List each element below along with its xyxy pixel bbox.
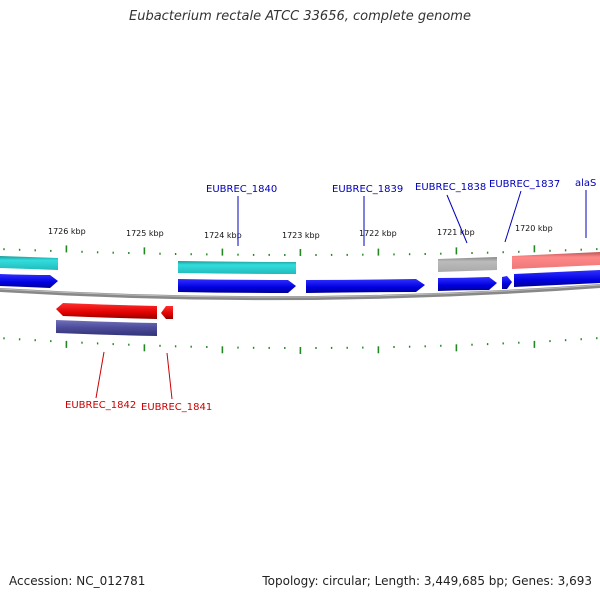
- cds-forward-1838[interactable]: [438, 277, 497, 291]
- cds-forward-1840[interactable]: [178, 279, 296, 293]
- lower-tick-row: [3, 337, 598, 354]
- cog-track-forward: [0, 252, 600, 274]
- cog-feature-pink-alaS[interactable]: [512, 252, 600, 269]
- cog-track-reverse: [56, 320, 157, 336]
- gene-label-1840[interactable]: EUBREC_1840: [206, 184, 277, 195]
- cog-feature-gray-1838[interactable]: [438, 257, 497, 272]
- cds-track-reverse: [56, 303, 173, 319]
- ruler-label-1725: 1725 kbp: [126, 229, 164, 238]
- leader-line-1837: [504, 190, 522, 243]
- forward-gene-labels: EUBREC_1840 EUBREC_1839 EUBREC_1838 EUBR…: [206, 178, 596, 246]
- leader-line-1842: [95, 351, 105, 399]
- cds-reverse-1842[interactable]: [56, 303, 157, 319]
- reverse-gene-labels: EUBREC_1842 EUBREC_1841: [65, 351, 212, 413]
- upper-tick-row: [3, 245, 598, 256]
- cds-forward-alaS[interactable]: [514, 270, 600, 287]
- map-title: Eubacterium rectale ATCC 33656, complete…: [129, 9, 471, 24]
- ruler-labels: 1726 kbp 1725 kbp 1724 kbp 1723 kbp 1722…: [48, 224, 553, 240]
- ruler-label-1720: 1720 kbp: [515, 224, 553, 233]
- gene-label-1841[interactable]: EUBREC_1841: [141, 402, 212, 413]
- cds-forward-1837[interactable]: [502, 276, 512, 289]
- ruler-label-1726: 1726 kbp: [48, 227, 86, 236]
- gene-label-alaS[interactable]: alaS: [575, 178, 596, 189]
- gene-label-1839[interactable]: EUBREC_1839: [332, 184, 403, 195]
- genome-backbone-highlight: [0, 284, 600, 298]
- genome-backbone: [0, 284, 600, 301]
- genome-stats-label: Topology: circular; Length: 3,449,685 bp…: [262, 574, 592, 588]
- cds-track-forward: [0, 270, 600, 293]
- ruler-label-1723: 1723 kbp: [282, 231, 320, 240]
- cds-forward-left[interactable]: [0, 274, 58, 288]
- leader-line-1841: [166, 352, 173, 400]
- ruler-label-1721: 1721 kbp: [437, 228, 475, 237]
- ruler-label-1722: 1722 kbp: [359, 229, 397, 238]
- leader-line-1838: [446, 194, 468, 244]
- gene-label-1837[interactable]: EUBREC_1837: [489, 179, 560, 190]
- cds-reverse-1841[interactable]: [161, 306, 173, 319]
- ruler-label-1724: 1724 kbp: [204, 231, 242, 240]
- cog-feature-navy-1842[interactable]: [56, 320, 157, 336]
- cog-feature-cyan-left[interactable]: [0, 256, 58, 270]
- accession-label: Accession: NC_012781: [9, 574, 146, 588]
- gene-label-1842[interactable]: EUBREC_1842: [65, 400, 136, 411]
- cog-feature-cyan-1840[interactable]: [178, 261, 296, 274]
- cds-forward-1839[interactable]: [306, 279, 425, 293]
- gene-label-1838[interactable]: EUBREC_1838: [415, 182, 486, 193]
